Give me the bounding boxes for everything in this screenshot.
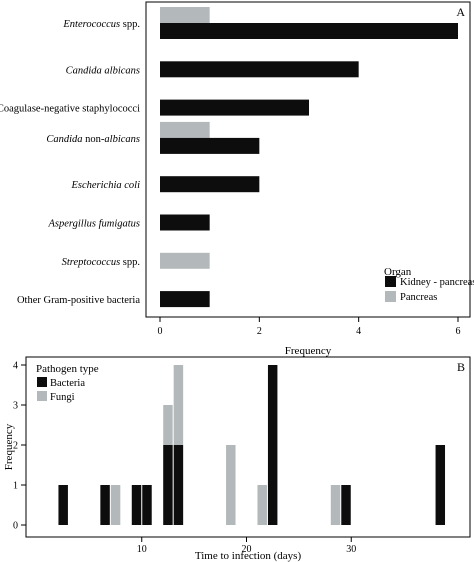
panel-b-y-tick-label: 0: [13, 521, 18, 532]
panel-b-bar-bacteria-day-2: [58, 485, 68, 525]
panel-b-axes: 0 1 2 3 4 10 20 30: [13, 361, 356, 556]
panel-a-legend: Organ Kidney - pancreas Pancreas: [384, 266, 474, 303]
panel-b-x-tick-label: 10: [137, 544, 147, 555]
panel-a-category-label-part: Candida albicans: [66, 65, 140, 76]
panel-a-legend-title: Organ: [384, 266, 412, 278]
panel-a-bar-kidney-pancreas-other-gram-positive-bacteria: [160, 291, 210, 308]
panel-a-category-label: Candida non-albicans: [46, 134, 140, 145]
panel-a-category-label-part: Coagulase-negative staphylococci: [0, 104, 140, 115]
panel-b-legend-label-fungi: Fungi: [50, 392, 75, 403]
panel-b-frame: [25, 356, 471, 538]
panel-a-legend-label-kidney-pancreas: Kidney - pancreas: [400, 277, 474, 288]
panel-a-category-label-part: spp.: [120, 19, 140, 30]
panel-a-category-label: Aspergillus fumigatus: [48, 219, 141, 230]
panel-a: A 0 2 4 6 Enterococcus spp. Candida albicans…: [0, 1, 474, 357]
panel-b-label: B: [457, 360, 465, 374]
panel-b-bars: [58, 365, 446, 525]
panel-b-bar-bacteria-day-13: [173, 445, 184, 525]
panel-a-bar-kidney-pancreas-escherichia-coli: [160, 176, 260, 193]
panel-a-category-label-part: Candida: [46, 134, 82, 145]
panel-b-x-axis-title: Time to infection (days): [195, 550, 302, 562]
panel-b-bar-bacteria-day-38: [435, 445, 446, 525]
panel-b-bar-bacteria-day-22: [267, 365, 278, 525]
panel-a-x-tick-label: 2: [257, 326, 262, 337]
panel-a-category-label-part: Streptococcus: [62, 257, 121, 268]
panel-b-bar-bacteria-day-12: [163, 445, 173, 525]
panel-a-x-tick-label: 6: [456, 326, 461, 337]
panel-a-bar-pancreas-enterococcus-spp: [160, 7, 210, 23]
panel-a-x-axis: 0 2 4 6: [158, 317, 461, 337]
panel-a-frame: [145, 1, 471, 318]
panel-a-label: A: [456, 5, 465, 19]
panel-b-y-tick-label: 4: [13, 361, 18, 372]
panel-b-bar-fungi-day-18: [226, 445, 236, 525]
panel-b-y-axis-title: Frequency: [3, 423, 15, 470]
panel-b-bar-fungi-day-21: [257, 485, 267, 525]
panel-a-category-label: Coagulase-negative staphylococci: [0, 104, 140, 115]
panel-a-category-label: Streptococcus spp.: [62, 257, 140, 268]
panel-b-x-tick-label: 30: [346, 544, 356, 555]
panel-a-x-tick-label: 0: [158, 326, 163, 337]
panel-b-bar-bacteria-day-9: [131, 485, 142, 525]
panel-a-category-label: Enterococcus spp.: [62, 19, 140, 30]
panel-a-legend-swatch-pancreas: [385, 291, 396, 302]
panel-b-bar-fungi-day-12: [163, 405, 173, 445]
panel-a-bar-kidney-pancreas-aspergillus-fumigatus: [160, 214, 210, 231]
panel-b-legend-label-bacteria: Bacteria: [50, 378, 85, 389]
panel-a-bar-kidney-pancreas-candida-non-albicans: [160, 137, 260, 154]
panel-a-category-label-part: spp.: [120, 257, 140, 268]
panel-a-category-label: Escherichia coli: [70, 180, 140, 191]
panel-a-category-label-part: Enterococcus: [62, 19, 120, 30]
panel-a-category-label: Other Gram-positive bacteria: [17, 295, 140, 306]
panel-a-x-tick-label: 4: [356, 326, 361, 337]
panel-a-category-label-part: albicans: [104, 134, 140, 145]
panel-a-category-label-part: Aspergillus fumigatus: [48, 219, 141, 230]
panel-b-bar-bacteria-day-10: [142, 485, 152, 525]
panel-a-bar-kidney-pancreas-candida-albicans: [160, 61, 359, 78]
panel-b-x-tick-label: 20: [242, 544, 252, 555]
panel-b-legend-title: Pathogen type: [36, 363, 99, 375]
panel-b-legend-swatch-bacteria: [37, 377, 47, 387]
panel-a-bar-pancreas-candida-non-albicans: [160, 121, 210, 138]
panel-a-category-labels: Enterococcus spp. Candida albicans Coagula…: [0, 19, 140, 306]
panel-a-category-label-part: Other Gram-positive bacteria: [17, 295, 140, 306]
panel-b-y-tick-label: 2: [13, 441, 18, 452]
panel-a-legend-swatch-kidney-pancreas: [385, 276, 396, 287]
panel-a-category-label-part: non-: [83, 134, 105, 145]
panel-a-bars: [160, 7, 458, 308]
panel-b-bar-fungi-day-28: [330, 485, 341, 525]
panel-b-legend-swatch-fungi: [37, 391, 47, 401]
panel-a-bar-kidney-pancreas-enterococcus-spp: [160, 23, 458, 39]
panel-b-bar-bacteria-day-29: [341, 485, 351, 525]
panel-a-category-label: Candida albicans: [66, 65, 140, 76]
panel-a-bar-pancreas-streptococcus-spp: [160, 252, 210, 269]
panel-a-category-label-part: Escherichia coli: [70, 180, 140, 191]
panel-a-bar-kidney-pancreas-coagulase-negative-staphylococci: [160, 99, 309, 116]
panel-a-legend-label-pancreas: Pancreas: [400, 292, 437, 303]
panel-b-bar-fungi-day-13: [173, 365, 184, 445]
panel-b-y-tick-label: 3: [13, 401, 18, 412]
panel-b-legend: Pathogen type Bacteria Fungi: [36, 363, 99, 403]
panel-b-bar-fungi-day-7: [110, 485, 121, 525]
panel-b-bar-bacteria-day-6: [100, 485, 110, 525]
panel-b: B 0 1 2 3 4 10 20 30 Time to infection (days) F…: [3, 356, 471, 562]
panel-b-y-tick-label: 1: [13, 481, 18, 492]
panel-a-x-axis-title: Frequency: [285, 345, 332, 357]
